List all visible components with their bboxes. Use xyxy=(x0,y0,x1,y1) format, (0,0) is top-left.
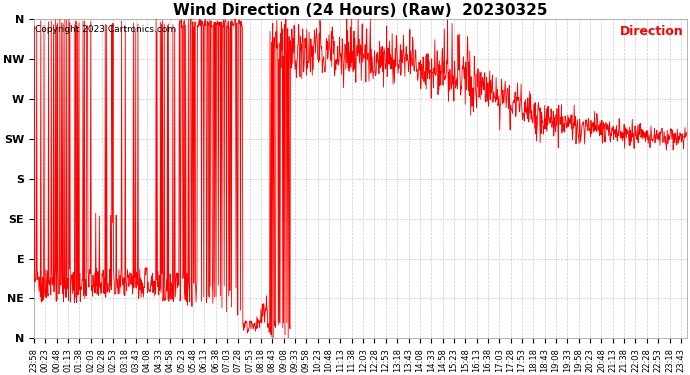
Title: Wind Direction (24 Hours) (Raw)  20230325: Wind Direction (24 Hours) (Raw) 20230325 xyxy=(173,3,548,18)
Text: Direction: Direction xyxy=(620,26,684,38)
Text: Copyright 2023 Cartronics.com: Copyright 2023 Cartronics.com xyxy=(35,26,177,34)
